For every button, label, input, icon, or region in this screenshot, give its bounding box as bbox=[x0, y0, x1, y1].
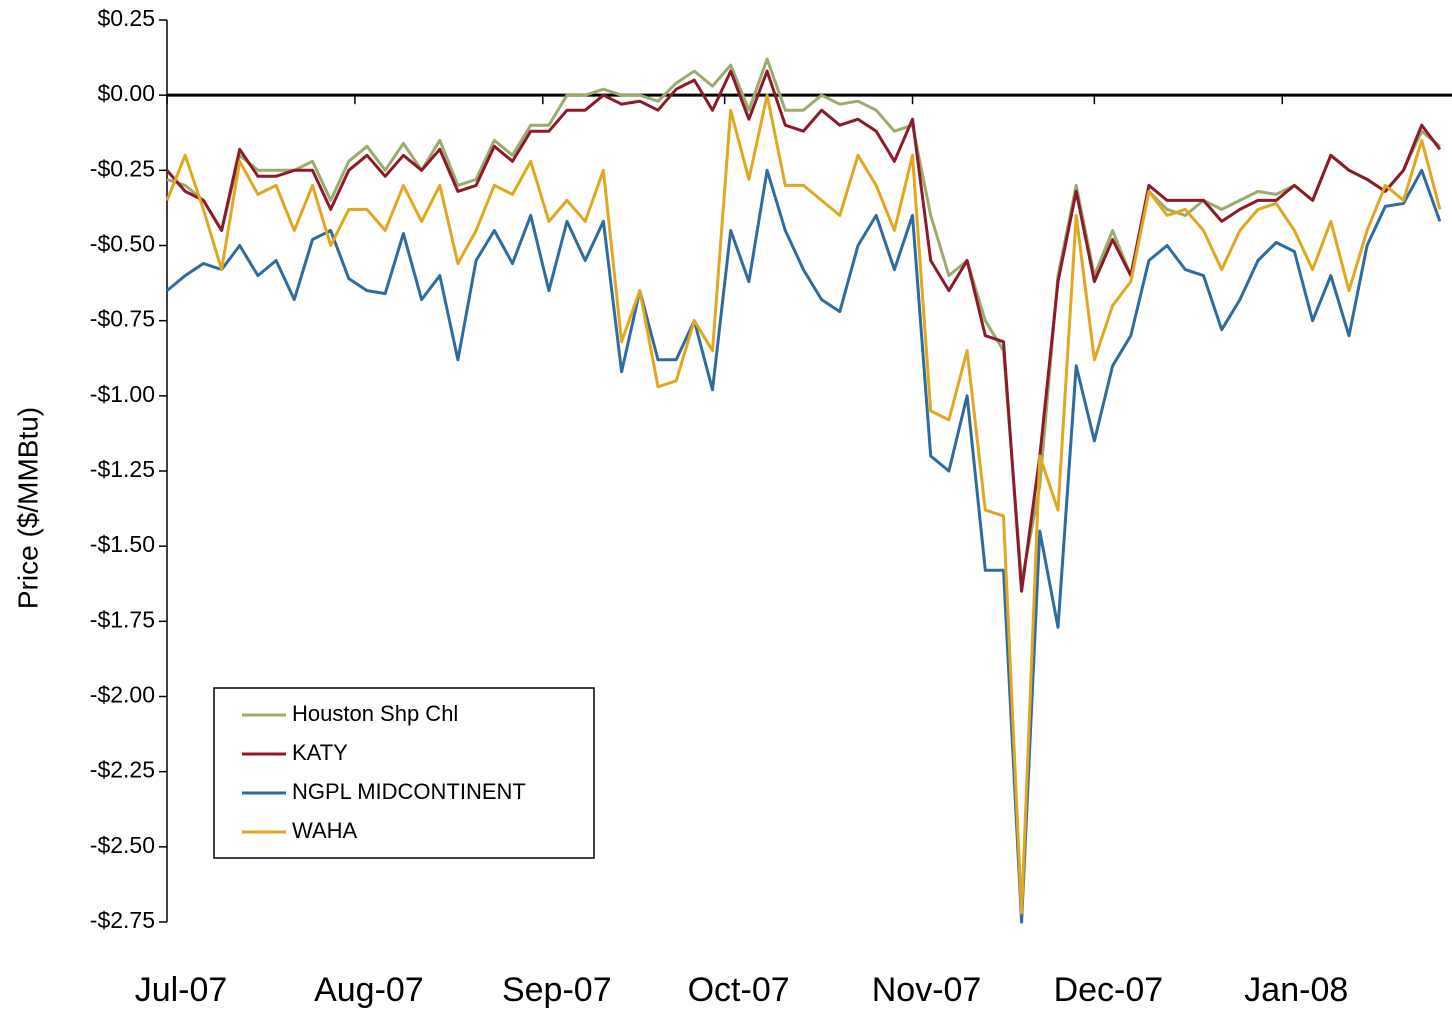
x-tick-label: Sep-07 bbox=[502, 971, 612, 1009]
y-tick-label: -$1.75 bbox=[90, 606, 155, 632]
y-tick-label: -$1.25 bbox=[90, 456, 155, 482]
y-tick-label: -$2.50 bbox=[90, 832, 155, 858]
x-tick-label: Jul-07 bbox=[135, 971, 228, 1009]
series-line bbox=[165, 93, 1442, 915]
y-tick-label: $0.25 bbox=[97, 5, 155, 31]
series-line bbox=[166, 57, 1441, 584]
y-tick-label: -$1.00 bbox=[90, 381, 155, 407]
y-tick-label: -$2.25 bbox=[90, 757, 155, 783]
legend-label: KATY bbox=[292, 740, 348, 765]
legend-label: NGPL MIDCONTINENT bbox=[292, 779, 526, 804]
series-line bbox=[165, 69, 1442, 593]
x-tick-label: Jan-08 bbox=[1244, 971, 1348, 1009]
y-tick-label: -$1.50 bbox=[90, 531, 155, 557]
y-tick-label: -$2.00 bbox=[90, 682, 155, 708]
x-tick-label: Aug-07 bbox=[314, 971, 424, 1009]
y-tick-label: $0.00 bbox=[97, 80, 155, 106]
y-tick-label: -$0.75 bbox=[90, 306, 155, 332]
legend: Houston Shp Chl KATY NGPL MIDCONTINENT WAHA bbox=[213, 687, 595, 859]
series-line bbox=[166, 168, 1442, 924]
y-tick-label: -$0.25 bbox=[90, 155, 155, 181]
legend-label: Houston Shp Chl bbox=[292, 701, 458, 726]
y-tick-label: -$0.50 bbox=[90, 231, 155, 257]
y-axis-title: Price ($/MMBtu) bbox=[12, 407, 43, 609]
x-tick-label: Nov-07 bbox=[872, 971, 982, 1009]
x-tick-label: Oct-07 bbox=[688, 971, 790, 1009]
y-tick-label: -$2.75 bbox=[90, 907, 155, 933]
x-tick-label: Dec-07 bbox=[1054, 971, 1164, 1009]
legend-label: WAHA bbox=[292, 818, 358, 843]
